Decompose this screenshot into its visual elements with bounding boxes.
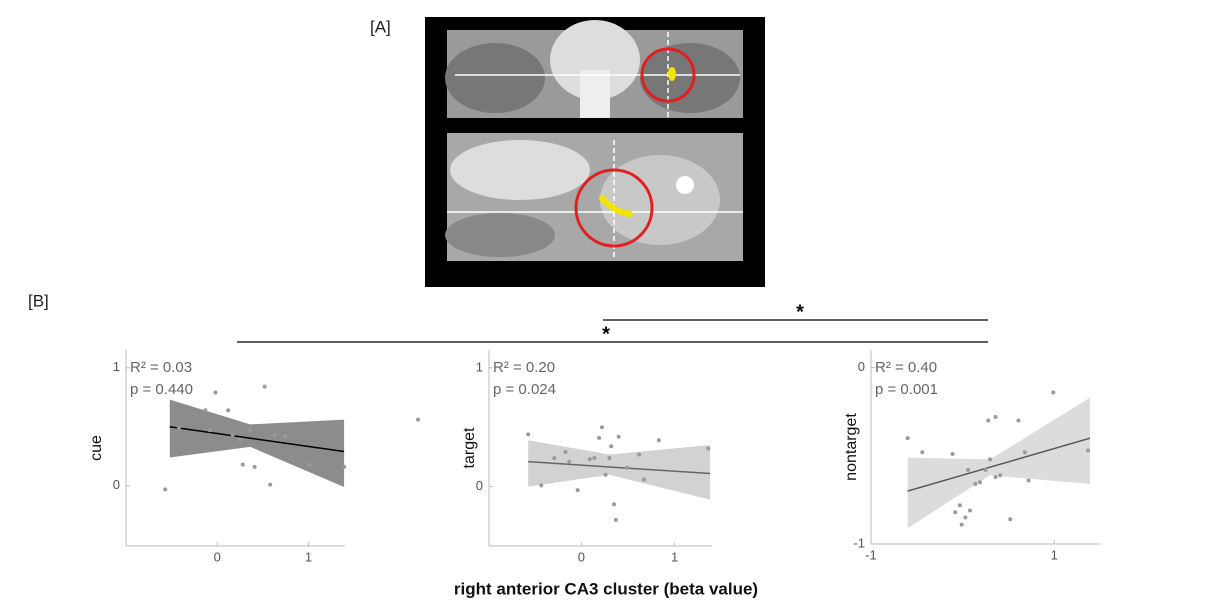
x-tick-label: 1 — [1051, 547, 1058, 562]
stat-annotation: R² = 0.20 — [493, 359, 555, 376]
point — [567, 459, 572, 464]
point — [238, 437, 243, 442]
point — [950, 452, 955, 457]
point — [978, 480, 983, 485]
point — [307, 462, 312, 467]
point — [1051, 390, 1056, 395]
point — [1022, 450, 1027, 455]
point — [993, 474, 998, 479]
point — [706, 446, 711, 451]
point — [905, 436, 910, 441]
point — [920, 450, 925, 455]
y-axis-label: cue — [88, 435, 105, 461]
significance-star: * — [796, 301, 804, 323]
point — [203, 408, 208, 413]
point — [612, 502, 617, 507]
point — [342, 464, 347, 469]
point — [1016, 418, 1021, 423]
y-tick-label: -1 — [853, 535, 865, 550]
x-tick-label: 0 — [578, 549, 585, 564]
point — [282, 434, 287, 439]
stat-annotation: p = 0.024 — [493, 381, 556, 398]
y-axis-label: nontarget — [843, 413, 860, 481]
point — [262, 384, 267, 389]
point — [963, 515, 968, 520]
point — [625, 465, 630, 470]
point — [575, 488, 580, 493]
x-tick-label: 1 — [305, 549, 312, 564]
stat-annotation: p = 0.440 — [130, 381, 193, 398]
point — [526, 432, 531, 437]
point — [226, 408, 231, 413]
point — [597, 435, 602, 440]
point — [998, 473, 1003, 478]
point — [609, 444, 614, 449]
point — [613, 517, 618, 522]
point — [983, 467, 988, 472]
point — [599, 425, 604, 430]
fit-line — [528, 460, 711, 475]
point — [230, 433, 235, 438]
point — [207, 428, 212, 433]
point — [953, 510, 958, 515]
stat-annotation: R² = 0.03 — [130, 359, 192, 376]
point — [973, 482, 978, 487]
point — [986, 418, 991, 423]
point — [1086, 448, 1091, 453]
confidence-band — [907, 397, 1090, 529]
point — [563, 450, 568, 455]
point — [967, 508, 972, 513]
point — [587, 457, 592, 462]
point — [637, 452, 642, 457]
point — [163, 487, 168, 492]
point — [268, 482, 273, 487]
point — [993, 415, 998, 420]
y-tick-label: 0 — [113, 477, 120, 492]
point — [1026, 478, 1031, 483]
point — [272, 433, 277, 438]
point — [957, 503, 962, 508]
point — [252, 464, 257, 469]
y-axis-label: target — [461, 427, 478, 468]
point — [1008, 517, 1013, 522]
point — [607, 456, 612, 461]
point — [603, 472, 608, 477]
point — [176, 425, 181, 430]
y-tick-label: 0 — [858, 359, 865, 374]
x-tick-label: 0 — [214, 549, 221, 564]
confidence-band — [169, 399, 345, 487]
x-tick-label: 1 — [671, 549, 678, 564]
point — [539, 483, 544, 488]
significance-star: * — [602, 323, 610, 345]
panel-label: [B] — [28, 291, 49, 310]
point — [552, 456, 557, 461]
point — [416, 417, 420, 422]
stat-annotation: p = 0.001 — [875, 381, 938, 398]
point — [248, 428, 253, 433]
point — [959, 522, 964, 527]
point — [240, 462, 245, 467]
y-tick-label: 0 — [476, 478, 483, 493]
point — [213, 390, 218, 395]
point — [656, 438, 661, 443]
point — [988, 457, 993, 462]
stat-annotation: R² = 0.40 — [875, 359, 937, 376]
point — [641, 477, 646, 482]
x-axis-label: right anterior CA3 cluster (beta value) — [454, 579, 758, 598]
fit-line — [907, 437, 1091, 492]
x-tick-label: -1 — [865, 547, 877, 562]
point — [592, 456, 597, 461]
point — [616, 434, 621, 439]
point — [966, 467, 971, 472]
fit-line — [169, 426, 345, 453]
brain-image — [425, 17, 765, 287]
y-tick-label: 1 — [113, 359, 120, 374]
confidence-band — [528, 440, 711, 500]
panel-label: [A] — [370, 17, 391, 36]
y-tick-label: 1 — [476, 359, 483, 374]
